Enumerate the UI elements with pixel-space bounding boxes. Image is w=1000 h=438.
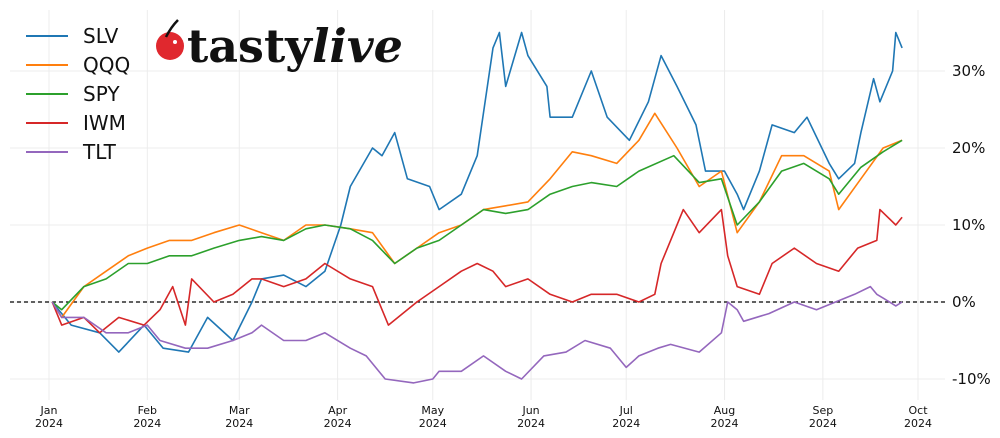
x-tick-year: 2024 xyxy=(225,417,253,430)
series-line-iwm xyxy=(51,208,903,334)
legend-label: TLT xyxy=(82,140,117,164)
x-tick-month: Apr xyxy=(328,404,348,417)
x-tick-year: 2024 xyxy=(809,417,837,430)
y-tick-label: 10% xyxy=(952,216,985,234)
y-tick-label: -10% xyxy=(952,370,991,388)
x-axis: Jan2024Feb2024Mar2024Apr2024May2024Jun20… xyxy=(35,404,932,430)
x-tick-year: 2024 xyxy=(612,417,640,430)
x-tick-month: Jul xyxy=(619,404,633,417)
tastylive-logo: tastylive xyxy=(156,19,403,73)
series-line-qqq xyxy=(51,112,903,319)
series-line-spy xyxy=(51,139,903,311)
y-tick-label: 0% xyxy=(952,293,976,311)
x-tick-year: 2024 xyxy=(517,417,545,430)
logo-text: tasty xyxy=(187,19,313,73)
series-line-slv xyxy=(51,31,903,353)
x-tick-month: Feb xyxy=(138,404,157,417)
x-tick-month: Oct xyxy=(908,404,928,417)
x-tick-month: May xyxy=(421,404,444,417)
y-axis: 30% 20% 10% 0% -10% xyxy=(952,62,991,388)
grid xyxy=(10,10,945,400)
legend: SLV QQQ SPY IWM TLT xyxy=(26,24,130,164)
x-tick-month: Jun xyxy=(521,404,539,417)
x-tick-year: 2024 xyxy=(133,417,161,430)
x-tick-year: 2024 xyxy=(324,417,352,430)
y-tick-label: 30% xyxy=(952,62,985,80)
x-tick-month: Aug xyxy=(714,404,735,417)
logo-text-italic: live xyxy=(312,19,403,73)
x-tick-year: 2024 xyxy=(904,417,932,430)
x-tick-month: Mar xyxy=(229,404,250,417)
series-lines xyxy=(51,31,903,384)
legend-label: QQQ xyxy=(83,53,130,77)
series-line-tlt xyxy=(51,285,903,384)
legend-label: SLV xyxy=(83,24,119,48)
x-tick-year: 2024 xyxy=(711,417,739,430)
y-tick-label: 20% xyxy=(952,139,985,157)
legend-label: IWM xyxy=(83,111,126,135)
x-tick-month: Jan xyxy=(40,404,58,417)
x-tick-year: 2024 xyxy=(419,417,447,430)
x-tick-month: Sep xyxy=(812,404,833,417)
x-tick-year: 2024 xyxy=(35,417,63,430)
svg-text:tastylive: tastylive xyxy=(187,19,403,73)
cherry-icon xyxy=(156,32,184,60)
legend-label: SPY xyxy=(83,82,120,106)
